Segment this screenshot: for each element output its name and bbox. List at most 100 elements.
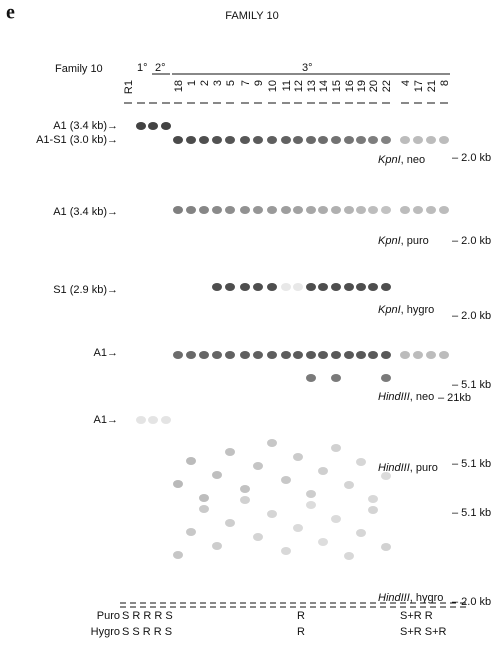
band xyxy=(331,206,341,214)
band xyxy=(331,283,341,291)
band xyxy=(225,283,235,291)
band-label: A1-S1 (3.0 kb)→ xyxy=(36,134,118,146)
lane-label: 22 xyxy=(381,80,393,92)
band xyxy=(148,416,158,424)
band xyxy=(400,206,410,214)
band xyxy=(306,136,316,144)
size-marker: – 5.1 kb xyxy=(452,458,491,470)
band xyxy=(368,136,378,144)
generation-label: 1° xyxy=(137,62,148,74)
band xyxy=(240,283,250,291)
band xyxy=(173,480,183,488)
band xyxy=(368,206,378,214)
band xyxy=(318,467,328,475)
band xyxy=(267,283,277,291)
band xyxy=(306,490,316,498)
probe-label: KpnI, puro xyxy=(378,235,429,247)
band-label: A1→ xyxy=(94,347,118,359)
band xyxy=(267,206,277,214)
size-marker: – 2.0 kb xyxy=(452,596,491,608)
band xyxy=(400,136,410,144)
band-label: A1→ xyxy=(94,414,118,426)
lane-label: 7 xyxy=(240,80,252,86)
size-marker: – 2.0 kb xyxy=(452,310,491,322)
band xyxy=(225,351,235,359)
summary-left: S R R R S xyxy=(122,610,173,622)
band xyxy=(318,206,328,214)
band xyxy=(173,551,183,559)
band xyxy=(356,206,366,214)
band xyxy=(212,542,222,550)
lane-label: 15 xyxy=(331,80,343,92)
probe: , puro xyxy=(401,235,429,247)
probe-label: KpnI, hygro xyxy=(378,304,434,316)
probe: , neo xyxy=(410,391,434,403)
band xyxy=(281,136,291,144)
band xyxy=(212,136,222,144)
band xyxy=(281,206,291,214)
lane-label: 8 xyxy=(439,80,451,86)
probe: , hygro xyxy=(410,592,444,604)
lane-label: 10 xyxy=(267,80,279,92)
band xyxy=(368,283,378,291)
band xyxy=(240,496,250,504)
band xyxy=(267,351,277,359)
band xyxy=(344,136,354,144)
band xyxy=(356,351,366,359)
band xyxy=(199,505,209,513)
band xyxy=(161,122,171,130)
summary-label: Hygro xyxy=(91,626,120,638)
band xyxy=(186,136,196,144)
band xyxy=(253,206,263,214)
band-label: S1 (2.9 kb)→ xyxy=(53,284,118,296)
band xyxy=(413,351,423,359)
band xyxy=(306,283,316,291)
size-marker: – 21kb xyxy=(438,392,471,404)
lane-label: 3 xyxy=(212,80,224,86)
band xyxy=(199,206,209,214)
band xyxy=(161,416,171,424)
band xyxy=(368,506,378,514)
summary-right: S+R S+R xyxy=(400,626,447,638)
enzyme: HindIII xyxy=(378,462,410,474)
band xyxy=(356,283,366,291)
lane-label: 14 xyxy=(318,80,330,92)
lane-label: 11 xyxy=(281,80,293,91)
band xyxy=(331,515,341,523)
band xyxy=(199,494,209,502)
size-marker: – 5.1 kb xyxy=(452,379,491,391)
lane-label: 18 xyxy=(173,80,185,92)
band xyxy=(368,351,378,359)
lane-label: 1 xyxy=(186,80,198,86)
lane-label: 16 xyxy=(344,80,356,92)
band xyxy=(293,351,303,359)
band xyxy=(344,552,354,560)
probe-label: HindIII, hygro xyxy=(378,592,443,604)
band xyxy=(199,136,209,144)
band xyxy=(306,501,316,509)
band xyxy=(400,351,410,359)
figure: e FAMILY 10 Family 10 1° 2° 3° R11812357… xyxy=(0,0,504,646)
lane-label: 19 xyxy=(356,80,368,92)
band xyxy=(225,136,235,144)
band xyxy=(331,351,341,359)
band xyxy=(344,481,354,489)
family-label: Family 10 xyxy=(55,63,103,75)
band xyxy=(426,351,436,359)
band xyxy=(368,495,378,503)
band xyxy=(356,136,366,144)
band xyxy=(331,136,341,144)
band xyxy=(293,283,303,291)
band xyxy=(381,374,391,382)
band xyxy=(344,206,354,214)
size-marker: – 5.1 kb xyxy=(452,507,491,519)
band xyxy=(344,351,354,359)
summary-label: Puro xyxy=(97,610,120,622)
band xyxy=(253,351,263,359)
band xyxy=(253,462,263,470)
band xyxy=(281,283,291,291)
enzyme: HindIII xyxy=(378,391,410,403)
band xyxy=(413,206,423,214)
band-label: A1 (3.4 kb)→ xyxy=(53,206,118,218)
band xyxy=(136,416,146,424)
